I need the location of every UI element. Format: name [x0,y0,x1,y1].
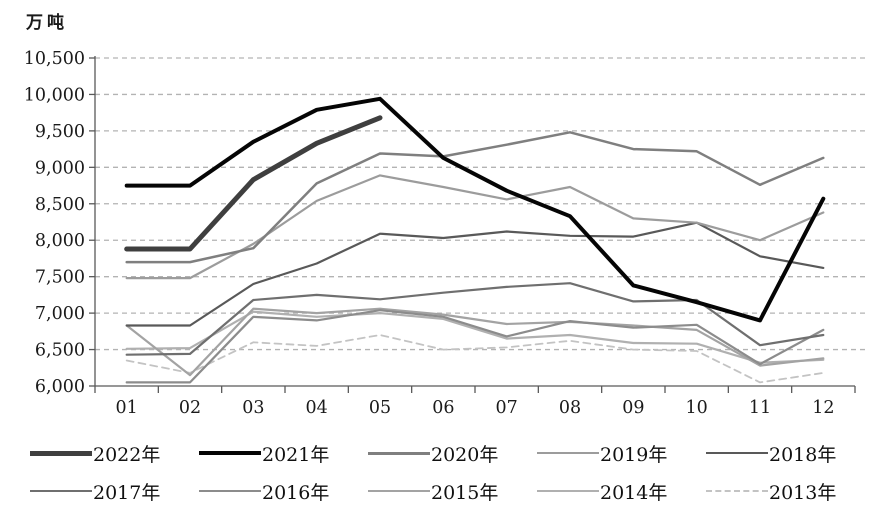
legend-label: 2022年 [93,443,161,466]
y-tick-label: 10,500 [24,49,85,69]
y-tick-label: 8,000 [35,231,85,251]
y-tick-label: 10,000 [24,85,85,105]
legend-label: 2020年 [431,443,499,466]
legend-item-2016: 2016年 [199,478,368,505]
legend-line-sample [30,490,92,492]
series-line-2015 [125,307,825,377]
legend-label: 2018年 [769,443,837,466]
series-line-2017 [125,282,825,356]
legend-line-sample [368,490,430,492]
x-tick-label: 04 [306,398,328,418]
series-line-2013 [125,334,825,384]
legend-label: 2015年 [431,481,499,504]
x-tick-label: 10 [686,398,708,418]
y-tick-label: 6,000 [35,377,85,397]
legend-line-sample [30,450,92,456]
y-tick-label: 8,500 [35,195,85,215]
legend-label: 2019年 [600,443,668,466]
legend-item-2013: 2013年 [706,478,875,505]
legend-line-sample [199,451,261,455]
x-tick-label: 09 [622,398,644,418]
legend-label: 2014年 [600,481,668,504]
x-axis: 01 02 03 04 05 06 07 08 09 10 11 12 [94,385,856,418]
y-axis: 10,500 10,000 9,500 9,000 8,500 8,000 7,500 7,0… [24,49,96,397]
legend-item-2021: 2021年 [199,440,368,467]
legend-line-sample [199,490,261,492]
series-line-2014 [125,310,825,364]
legend-item-2020: 2020年 [368,440,537,467]
series-lines [124,96,826,384]
y-tick-label: 7,500 [35,268,85,288]
x-tick-label: 12 [812,398,834,418]
y-gridlines [95,57,869,351]
legend: 2022年 2021年 2020年 2019年 2018年 2017年 2016年 2015年… [30,434,875,508]
legend-item-2022: 2022年 [30,440,199,467]
x-tick-label: 06 [432,398,454,418]
legend-label: 2016年 [262,481,330,504]
y-tick-label: 7,000 [35,304,85,324]
series-line-2020 [125,131,825,264]
x-tick-label: 08 [559,398,581,418]
y-tick-label: 6,500 [35,341,85,361]
legend-label: 2013年 [769,481,837,504]
y-tick-label: 9,500 [35,122,85,142]
x-tick-label: 07 [496,398,518,418]
series-line-2018 [125,221,825,327]
legend-label: 2017年 [93,481,161,504]
legend-label: 2021年 [262,443,330,466]
series-line-2022 [124,115,383,252]
legend-item-2019: 2019年 [537,440,706,467]
legend-line-sample [368,451,430,455]
x-tick-label: 02 [179,398,201,418]
y-axis-unit-label: 万吨 [26,13,68,33]
series-line-2019 [125,174,825,280]
x-tick-label: 11 [749,398,771,418]
legend-row: 2022年 2021年 2020年 2019年 2018年 [30,434,875,472]
legend-item-2018: 2018年 [706,440,875,467]
y-tick-label: 9,000 [35,158,85,178]
legend-item-2015: 2015年 [368,478,537,505]
series-line-2016 [125,309,825,384]
legend-line-sample [537,452,599,454]
legend-row: 2017年 2016年 2015年 2014年 2013年 [30,472,875,508]
legend-line-sample [537,490,599,492]
x-tick-label: 01 [116,398,138,418]
legend-item-2017: 2017年 [30,478,199,505]
legend-line-sample [706,452,768,454]
x-tick-label: 05 [369,398,391,418]
legend-item-2014: 2014年 [537,478,706,505]
series-line-2021 [124,96,826,323]
x-tick-label: 03 [242,398,264,418]
legend-line-sample [706,490,768,492]
